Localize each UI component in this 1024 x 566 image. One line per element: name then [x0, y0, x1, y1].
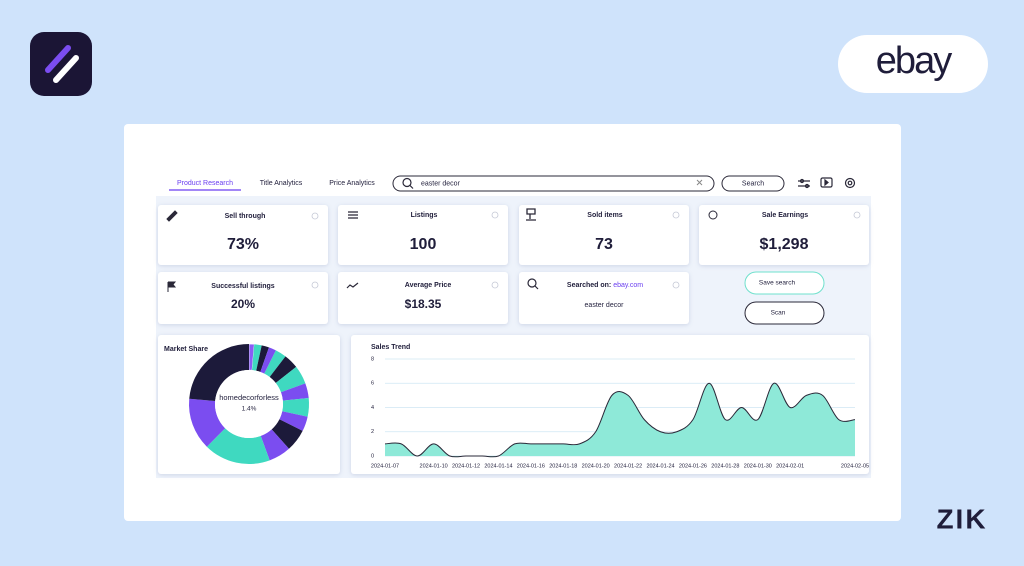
x-tick-label: 2024-01-16	[517, 463, 545, 469]
donut-segment	[260, 429, 289, 461]
card	[519, 272, 689, 324]
y-tick-label: 4	[371, 405, 374, 411]
line	[384, 382, 856, 458]
donut-segment	[280, 383, 309, 401]
donut-segment	[269, 356, 297, 383]
tab[interactable]: Product Research	[177, 180, 233, 187]
searched-query: easter decor	[585, 302, 625, 309]
donut-segment	[189, 343, 249, 402]
x-tick-label: 2024-01-22	[614, 463, 642, 469]
y-tick-label: 8	[371, 356, 374, 362]
brand-pill	[838, 35, 988, 93]
card	[338, 272, 508, 324]
searched-on-site: ebay.com	[613, 282, 643, 289]
y-tick-label: 0	[371, 453, 374, 459]
area	[385, 383, 855, 457]
search-icon	[402, 177, 412, 188]
x-tick-label: 2024-01-07	[371, 463, 399, 469]
donut-segment	[251, 344, 262, 371]
donut-segment	[206, 428, 270, 464]
card-label: Average Price	[405, 282, 452, 289]
tab[interactable]: Title Analytics	[260, 180, 303, 187]
x-tick-label: 2024-02-05	[841, 463, 869, 469]
search-box[interactable]	[392, 175, 715, 192]
card-value: $1,298	[760, 236, 809, 253]
card	[699, 205, 869, 265]
app-icon	[30, 32, 92, 96]
card-label: Sell through	[225, 213, 266, 220]
donut-segment	[264, 350, 286, 377]
clear-icon[interactable]	[696, 179, 703, 186]
chart-title: Sales Trend	[371, 344, 410, 351]
search-button-label: Search	[742, 180, 764, 187]
footer-logo: ZIK	[936, 503, 987, 534]
search-button[interactable]	[721, 175, 785, 192]
card	[158, 205, 328, 265]
y-tick-label: 2	[371, 429, 374, 435]
donut-segment	[260, 347, 276, 374]
x-tick-label: 2024-01-12	[452, 463, 480, 469]
x-tick-label: 2024-02-01	[776, 463, 804, 469]
card-value: 100	[410, 236, 437, 253]
searched-on-label: Searched on:	[567, 282, 611, 289]
card-label: Successful listings	[211, 283, 275, 290]
card	[158, 272, 328, 324]
card-label: Listings	[411, 212, 438, 219]
card-value: 73	[595, 236, 613, 253]
x-tick-label: 2024-01-30	[744, 463, 772, 469]
center-value: 1.4%	[242, 406, 257, 413]
y-tick-label: 6	[371, 381, 374, 387]
donut-segment	[188, 398, 226, 447]
toolbar-icons[interactable]	[798, 177, 856, 189]
x-tick-label: 2024-01-20	[582, 463, 610, 469]
card-value: 20%	[231, 297, 255, 311]
donut-segment	[279, 411, 308, 431]
button-label: Scan	[771, 310, 786, 317]
x-tick-label: 2024-01-24	[646, 463, 674, 469]
search-icon	[409, 185, 414, 189]
save-search-button[interactable]	[744, 271, 825, 295]
button-label: Save search	[759, 280, 796, 287]
donut-segment	[271, 419, 303, 449]
donut-chart: homedecorforless 1.4%	[188, 343, 310, 464]
brand-logo: ebay	[876, 40, 952, 82]
donut-hole	[215, 370, 283, 438]
donut-segment	[282, 397, 310, 417]
center-label: homedecorforless	[219, 393, 279, 402]
area-chart: 0 2 4 6 8 2024-01-07 2024-01-10 2024-01-12 2024-…	[371, 356, 869, 469]
x-tick-label: 2024-01-26	[679, 463, 707, 469]
searched-on: Searched on: ebay.com	[567, 282, 643, 289]
chart-title: Market Share	[164, 346, 208, 353]
tab[interactable]: Price Analytics	[329, 180, 375, 187]
card	[338, 205, 508, 265]
search-query: easter decor	[421, 180, 461, 187]
scan-button[interactable]	[744, 301, 825, 325]
card-value: $18.35	[405, 297, 442, 311]
x-tick-label: 2024-01-14	[484, 463, 512, 469]
donut-segment	[256, 345, 269, 372]
x-tick-label: 2024-01-18	[549, 463, 577, 469]
donut-segment	[275, 366, 306, 393]
card-value: 73%	[227, 236, 259, 253]
x-tick-label: 2024-01-10	[420, 463, 448, 469]
card-label: Sold items	[587, 212, 623, 219]
card-icons	[166, 208, 718, 292]
card-label: Sale Earnings	[762, 212, 808, 219]
x-tick-label: 2024-01-28	[711, 463, 739, 469]
card	[519, 205, 689, 265]
